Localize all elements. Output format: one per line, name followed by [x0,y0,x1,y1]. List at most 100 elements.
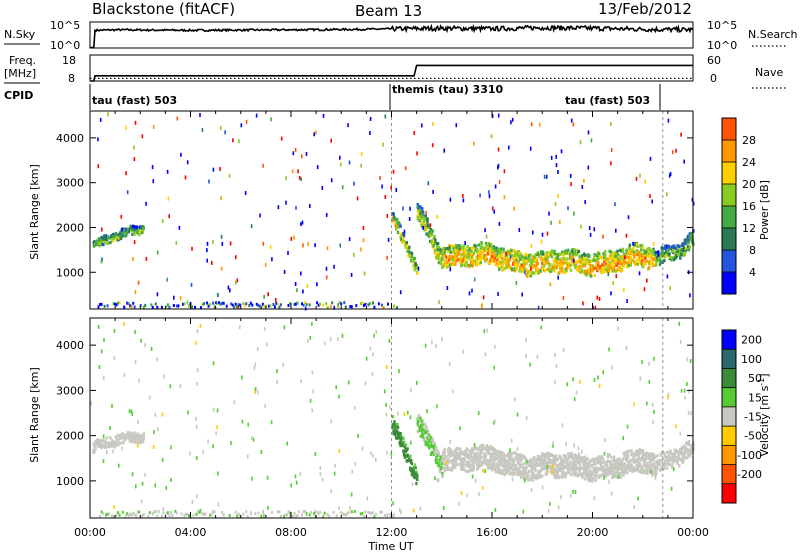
velocity-cell [104,440,108,445]
velocity-cell [683,453,686,457]
power-cell [671,256,674,260]
power-scatter [555,163,558,168]
velocity-cell [393,420,396,424]
velocity-cell [542,453,546,457]
power-ground [172,304,175,307]
velocity-cell [689,444,692,448]
power-scatter [669,286,671,291]
power-scatter [493,209,495,214]
velocity-cell [648,469,651,473]
power-scatter [97,164,100,169]
xtick-label: 20:00 [577,526,609,539]
velocity-ground [135,514,138,518]
velocity-cell [517,457,520,461]
velocity-cell [637,465,640,469]
power-scatter [560,149,563,154]
velocity-scatter [511,477,514,482]
power-cell [648,255,651,259]
power-cell [568,252,572,256]
velocity-colorbar-swatch [722,426,736,446]
power-colorbar-tick-label: 12 [742,222,756,235]
velocity-cell [641,466,644,470]
power-cell [648,266,651,270]
velocity-ground [289,514,291,518]
velocity-scatter [251,476,253,481]
power-cell [661,252,664,256]
power-scatter [464,241,466,245]
power-cell [440,251,443,255]
power-scatter [347,123,349,128]
power-scatter [232,138,234,143]
velocity-cell [517,459,520,463]
velocity-cell [453,454,456,458]
power-cell [513,260,516,264]
velocity-scatter [494,419,496,424]
power-colorbar-tick-label: 16 [742,200,756,213]
power-colorbar-tick-label: 20 [742,178,756,191]
power-cell [420,216,423,221]
velocity-cell [505,471,509,475]
velocity-ground [156,514,159,518]
velocity-scatter [493,420,495,425]
power-cell [469,257,472,261]
velocity-scatter [409,415,412,420]
velocity-cell [655,469,658,473]
power-cell [497,260,500,264]
velocity-scatter [414,463,416,468]
velocity-cell [586,476,589,480]
velocity-scatter [121,446,123,451]
power-cell [413,268,416,272]
velocity-scatter [349,505,351,510]
velocity-cell [99,439,102,443]
power-ground [188,304,190,308]
velocity-scatter [253,366,256,371]
velocity-scatter [371,372,374,377]
velocity-cell [541,474,544,478]
power-cell [621,247,624,251]
velocity-cell [636,451,639,455]
velocity-scatter [350,492,353,497]
power-cell [649,261,653,265]
velocity-cell [543,466,547,470]
power-cell [429,227,433,232]
power-cell [531,270,534,275]
velocity-cell [426,434,429,438]
velocity-scatter [390,451,393,456]
velocity-cell [494,449,497,453]
velocity-ground [302,510,305,514]
velocity-cell [408,456,411,460]
power-scatter [511,117,514,122]
velocity-cell [561,466,565,470]
velocity-scatter [196,329,199,334]
power-cell [649,248,653,252]
velocity-scatter [270,420,273,425]
velocity-scatter [338,506,340,511]
velocity-cell [395,436,398,440]
velocity-cell [583,455,587,459]
power-scatter [543,174,546,179]
power-cell [564,249,567,253]
velocity-cell [124,438,127,442]
velocity-scatter [471,474,474,479]
power-cell [620,259,624,263]
velocity-scatter [522,509,525,514]
velocity-cell [506,454,510,458]
power-scatter [554,201,557,206]
power-scatter [353,181,355,186]
velocity-cell [490,455,493,459]
power-scatter [587,165,590,170]
power-ground [304,301,307,305]
power-cell [595,263,598,267]
velocity-colorbar-tick-label: -50 [744,430,762,443]
power-cell [472,245,475,249]
power-cell [690,235,693,239]
velocity-scatter [130,409,133,414]
velocity-cell [447,447,451,451]
power-cell [596,266,599,270]
power-cell [634,253,637,257]
power-scatter [270,117,272,122]
power-cell [523,263,526,267]
power-colorbar-swatch [722,118,736,141]
noise-left-tick-bottom: 10^0 [50,39,80,52]
velocity-ground [380,510,383,514]
